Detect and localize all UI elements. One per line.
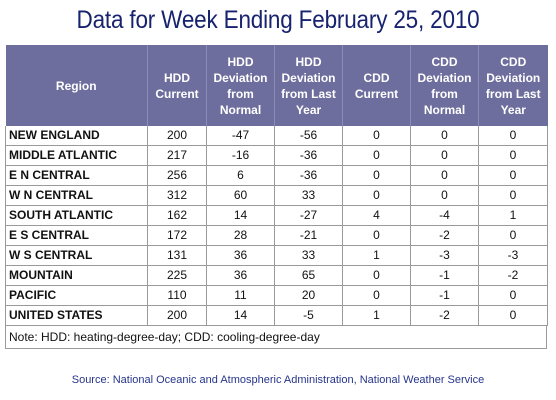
cell-hdd-deviation-normal: 11 [206, 285, 275, 306]
column-header-cdd-deviation-normal: CDD Deviation from Normal [410, 45, 479, 126]
table-row: E N CENTRAL 256 6 -36 0 0 0 [5, 165, 548, 186]
cell-cdd-deviation-last-year: 0 [478, 185, 548, 206]
cell-cdd-deviation-last-year: 0 [478, 145, 548, 166]
cell-cdd-current: 1 [342, 245, 411, 266]
cell-hdd-deviation-normal: 28 [206, 225, 275, 246]
cell-cdd-deviation-normal: 0 [410, 185, 479, 206]
column-header-hdd-current: HDD Current [147, 45, 207, 126]
cell-cdd-current: 0 [342, 265, 411, 286]
cell-hdd-deviation-last-year: -27 [274, 205, 343, 226]
column-header-cdd-current: CDD Current [342, 45, 411, 126]
cell-hdd-deviation-last-year: -36 [274, 145, 343, 166]
cell-region: E S CENTRAL [5, 225, 148, 246]
cell-hdd-deviation-last-year: -56 [274, 126, 343, 146]
cell-region: MOUNTAIN [5, 265, 148, 286]
cell-hdd-current: 162 [147, 205, 207, 226]
degree-day-table: Region HDD Current HDD Deviation from No… [5, 45, 548, 326]
cell-cdd-deviation-normal: -2 [410, 225, 479, 246]
cell-hdd-deviation-normal: 36 [206, 245, 275, 266]
cell-cdd-deviation-last-year: 0 [478, 225, 548, 246]
cell-hdd-deviation-last-year: 65 [274, 265, 343, 286]
cell-cdd-deviation-normal: -1 [410, 265, 479, 286]
cell-cdd-deviation-normal: 0 [410, 165, 479, 186]
cell-region: UNITED STATES [5, 305, 148, 326]
cell-cdd-deviation-normal: 0 [410, 145, 479, 166]
cell-region: NEW ENGLAND [5, 126, 148, 146]
column-header-region: Region [5, 45, 148, 126]
cell-cdd-current: 0 [342, 145, 411, 166]
table-row: SOUTH ATLANTIC 162 14 -27 4 -4 1 [5, 205, 548, 226]
cell-hdd-deviation-last-year: 33 [274, 185, 343, 206]
cell-hdd-deviation-last-year: 20 [274, 285, 343, 306]
cell-region: MIDDLE ATLANTIC [5, 145, 148, 166]
cell-region: W S CENTRAL [5, 245, 148, 266]
cell-hdd-current: 217 [147, 145, 207, 166]
cell-cdd-current: 0 [342, 165, 411, 186]
cell-hdd-deviation-normal: 60 [206, 185, 275, 206]
cell-hdd-deviation-normal: 36 [206, 265, 275, 286]
cell-cdd-current: 0 [342, 185, 411, 206]
cell-cdd-deviation-normal: 0 [410, 126, 479, 146]
cell-hdd-current: 110 [147, 285, 207, 306]
column-header-cdd-deviation-last-year: CDD Deviation from Last Year [478, 45, 548, 126]
cell-hdd-deviation-normal: -16 [206, 145, 275, 166]
cell-hdd-deviation-last-year: 33 [274, 245, 343, 266]
cell-region: SOUTH ATLANTIC [5, 205, 148, 226]
table-row: NEW ENGLAND 200 -47 -56 0 0 0 [5, 126, 548, 146]
source-credit: Source: National Oceanic and Atmospheric… [71, 374, 485, 386]
cell-cdd-current: 0 [342, 225, 411, 246]
cell-hdd-deviation-normal: -47 [206, 126, 275, 146]
table-row: E S CENTRAL 172 28 -21 0 -2 0 [5, 225, 548, 246]
cell-cdd-current: 1 [342, 305, 411, 326]
cell-region: W N CENTRAL [5, 185, 148, 206]
cell-hdd-current: 312 [147, 185, 207, 206]
cell-cdd-deviation-last-year: 0 [478, 305, 548, 326]
table-note: Note: HDD: heating-degree-day; CDD: cool… [5, 326, 547, 349]
cell-hdd-current: 225 [147, 265, 207, 286]
cell-cdd-deviation-last-year: 0 [478, 126, 548, 146]
cell-hdd-current: 200 [147, 126, 207, 146]
table-row: W S CENTRAL 131 36 33 1 -3 -3 [5, 245, 548, 266]
cell-cdd-deviation-normal: -1 [410, 285, 479, 306]
table-row: UNITED STATES 200 14 -5 1 -2 0 [5, 305, 548, 326]
cell-hdd-current: 200 [147, 305, 207, 326]
cell-region: PACIFIC [5, 285, 148, 306]
cell-cdd-deviation-last-year: 0 [478, 285, 548, 306]
cell-cdd-deviation-normal: -3 [410, 245, 479, 266]
table-row: MIDDLE ATLANTIC 217 -16 -36 0 0 0 [5, 145, 548, 166]
cell-cdd-current: 0 [342, 285, 411, 306]
table-body: NEW ENGLAND 200 -47 -56 0 0 0 MIDDLE ATLANTIC 21… [5, 126, 548, 326]
cell-cdd-deviation-last-year: 1 [478, 205, 548, 226]
page-title: Data for Week Ending February 25, 2010 [76, 6, 480, 34]
cell-hdd-deviation-last-year: -5 [274, 305, 343, 326]
table-row: PACIFIC 110 11 20 0 -1 0 [5, 285, 548, 306]
cell-hdd-deviation-last-year: -36 [274, 165, 343, 186]
cell-hdd-current: 172 [147, 225, 207, 246]
cell-region: E N CENTRAL [5, 165, 148, 186]
cell-hdd-deviation-normal: 6 [206, 165, 275, 186]
column-header-hdd-deviation-last-year: HDD Deviation from Last Year [274, 45, 343, 126]
table-header-row: Region HDD Current HDD Deviation from No… [5, 45, 548, 126]
cell-hdd-deviation-normal: 14 [206, 205, 275, 226]
degree-day-table-container: Region HDD Current HDD Deviation from No… [5, 45, 548, 349]
cell-hdd-current: 131 [147, 245, 207, 266]
cell-hdd-deviation-last-year: -21 [274, 225, 343, 246]
cell-cdd-deviation-last-year: -2 [478, 265, 548, 286]
cell-hdd-current: 256 [147, 165, 207, 186]
cell-cdd-deviation-last-year: -3 [478, 245, 548, 266]
cell-cdd-current: 4 [342, 205, 411, 226]
cell-cdd-deviation-normal: -2 [410, 305, 479, 326]
table-row: MOUNTAIN 225 36 65 0 -1 -2 [5, 265, 548, 286]
cell-cdd-deviation-last-year: 0 [478, 165, 548, 186]
cell-cdd-deviation-normal: -4 [410, 205, 479, 226]
column-header-hdd-deviation-normal: HDD Deviation from Normal [206, 45, 275, 126]
table-row: W N CENTRAL 312 60 33 0 0 0 [5, 185, 548, 206]
cell-cdd-current: 0 [342, 126, 411, 146]
cell-hdd-deviation-normal: 14 [206, 305, 275, 326]
